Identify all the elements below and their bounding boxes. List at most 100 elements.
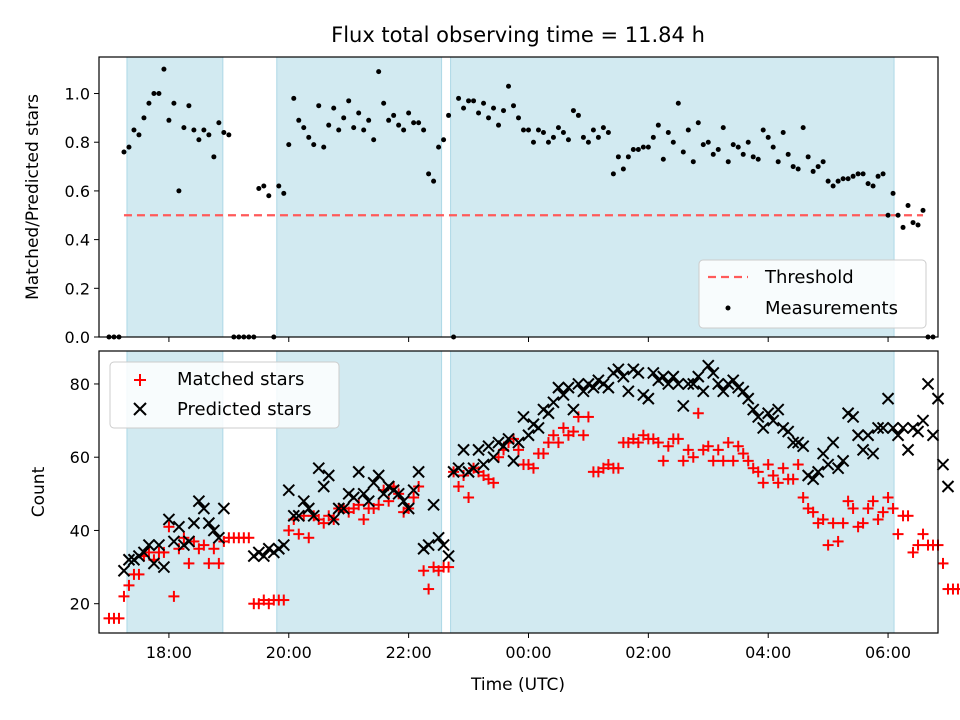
matched-point bbox=[163, 521, 175, 533]
matched-point bbox=[822, 539, 834, 551]
measurement-points bbox=[106, 66, 936, 340]
predicted-point bbox=[522, 429, 535, 442]
measurement-point bbox=[860, 171, 866, 177]
measurement-point bbox=[890, 190, 896, 196]
matched-point bbox=[293, 528, 305, 540]
measurement-point bbox=[865, 181, 871, 187]
matched-legend-marker bbox=[134, 374, 146, 386]
matched-point bbox=[712, 444, 724, 456]
predicted-point bbox=[437, 538, 450, 552]
measurement-point bbox=[136, 132, 142, 138]
predicted-point bbox=[292, 509, 305, 523]
predicted-point-b bbox=[457, 443, 470, 457]
predicted-point bbox=[507, 454, 520, 468]
predicted-point-b bbox=[137, 546, 151, 559]
measurement-point bbox=[750, 154, 756, 160]
measurement-point bbox=[501, 108, 507, 114]
predicted-point-b bbox=[742, 392, 755, 405]
predicted-point bbox=[397, 494, 410, 508]
top-ylabel: Matched/Predicted stars bbox=[23, 94, 43, 300]
predicted-point bbox=[317, 480, 330, 493]
measurement-point bbox=[426, 171, 432, 177]
predicted-point bbox=[187, 516, 201, 530]
predicted-point bbox=[752, 410, 765, 424]
predicted-point-b bbox=[372, 469, 385, 482]
y-tick-label: 1.0 bbox=[65, 85, 90, 104]
matched-point bbox=[118, 590, 130, 602]
matched-point bbox=[692, 407, 704, 419]
predicted-point-b bbox=[292, 509, 305, 523]
predicted-point bbox=[572, 377, 585, 391]
matched-point bbox=[702, 440, 714, 452]
predicted-point-b bbox=[192, 494, 206, 508]
shaded-interval bbox=[450, 350, 895, 634]
matched-point bbox=[183, 557, 195, 569]
measurement-point bbox=[740, 151, 746, 157]
predicted-point bbox=[362, 494, 375, 508]
measurement-point bbox=[496, 122, 502, 128]
predicted-point-b bbox=[542, 407, 555, 420]
predicted-point-b bbox=[861, 429, 875, 442]
matched-point bbox=[577, 429, 589, 441]
matched-point bbox=[757, 477, 769, 489]
predicted-point-b bbox=[352, 465, 365, 479]
predicted-point-b bbox=[757, 421, 770, 435]
measurement-point bbox=[176, 188, 182, 194]
measurement-point bbox=[201, 127, 207, 133]
measurement-point bbox=[471, 98, 477, 104]
predicted-point bbox=[712, 377, 725, 391]
predicted-point bbox=[806, 472, 820, 486]
measurement-point bbox=[166, 117, 172, 123]
measurement-point bbox=[351, 125, 357, 131]
predicted-point-b bbox=[407, 483, 420, 497]
predicted-point-b bbox=[846, 410, 860, 424]
matched-point bbox=[567, 426, 579, 438]
predicted-point bbox=[452, 461, 465, 475]
matched-point bbox=[882, 491, 894, 503]
predicted-point bbox=[896, 421, 910, 435]
x-tick-label: 04:00 bbox=[745, 643, 791, 662]
measurement-point bbox=[655, 122, 661, 128]
predicted-point-b bbox=[152, 538, 166, 552]
measurement-point bbox=[820, 159, 826, 165]
predicted-point-b bbox=[187, 516, 201, 530]
predicted-point bbox=[612, 363, 625, 376]
predicted-point-b bbox=[856, 443, 870, 457]
predicted-point-b bbox=[512, 436, 525, 449]
measurement-point bbox=[406, 110, 412, 116]
measurement-point bbox=[590, 127, 596, 133]
measurement-point bbox=[511, 103, 517, 109]
predicted-point-b bbox=[667, 370, 680, 383]
matched-point bbox=[168, 590, 180, 602]
predicted-point-b bbox=[851, 429, 865, 442]
predicted-point-b bbox=[881, 392, 895, 405]
predicted-point-b bbox=[707, 366, 720, 380]
predicted-point bbox=[422, 538, 435, 552]
predicted-point-b bbox=[117, 564, 131, 577]
matched-point bbox=[907, 546, 919, 558]
predicted-point bbox=[871, 421, 885, 435]
measurement-point bbox=[900, 224, 906, 230]
measurement-point bbox=[600, 125, 606, 131]
predicted-point-b bbox=[936, 458, 950, 471]
predicted-point bbox=[557, 388, 570, 402]
measurement-point bbox=[216, 120, 222, 126]
measurement-point bbox=[481, 100, 487, 106]
predicted-point-b bbox=[322, 469, 335, 482]
measurement-point bbox=[575, 112, 581, 118]
predicted-point bbox=[407, 483, 420, 497]
measurement-point bbox=[456, 95, 462, 101]
matched-point bbox=[677, 455, 689, 467]
measurement-point bbox=[920, 207, 926, 213]
predicted-point bbox=[412, 465, 425, 479]
predicted-point-b bbox=[572, 377, 585, 391]
predicted-point-b bbox=[602, 381, 615, 394]
measurement-point bbox=[665, 129, 671, 135]
legend-predicted-label: Predicted stars bbox=[177, 399, 311, 420]
y-tick-label: 20 bbox=[70, 595, 90, 614]
predicted-point bbox=[142, 538, 156, 552]
x-tick-label: 00:00 bbox=[505, 643, 551, 662]
predicted-point-b bbox=[836, 454, 850, 468]
measurement-point bbox=[870, 183, 876, 189]
predicted-point-b bbox=[337, 502, 350, 515]
